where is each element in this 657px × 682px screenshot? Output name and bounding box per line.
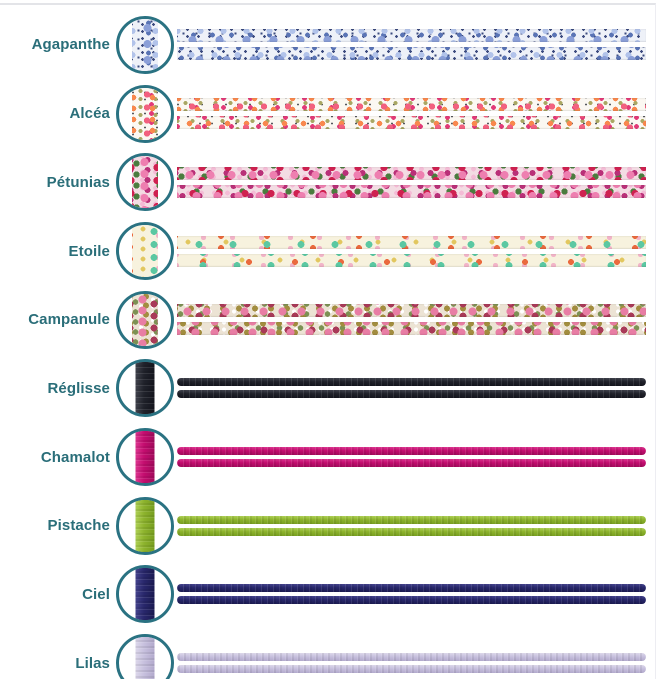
option-label: Campanule (28, 311, 110, 329)
swatch-circle[interactable] (116, 634, 174, 679)
swatch-band (132, 156, 158, 209)
strip-group (177, 447, 646, 468)
strip-bottom (177, 596, 646, 605)
swatch-circle[interactable] (116, 15, 174, 74)
strip-group (177, 304, 646, 336)
option-row-ciel[interactable]: Ciel (0, 560, 655, 629)
swatch-band (135, 499, 155, 552)
swatch-band (135, 362, 155, 415)
strip-bottom (177, 253, 646, 267)
strip-bottom (177, 390, 646, 399)
option-row-lilas[interactable]: Lilas (0, 629, 655, 679)
strip-bottom (177, 527, 646, 536)
option-label: Chamalot (40, 448, 110, 466)
swatch-circle[interactable] (116, 496, 174, 555)
swatch-list: Agapanthe Alcéa Pétunias Etoile (0, 5, 655, 679)
swatch-band (135, 431, 155, 484)
option-label: Etoile (68, 242, 110, 260)
option-label: Pétunias (46, 173, 110, 191)
swatch-band (132, 293, 158, 346)
option-label: Lilas (75, 654, 110, 672)
strip-group (177, 515, 646, 536)
option-row-pistache[interactable]: Pistache (0, 491, 655, 560)
swatch-circle[interactable] (116, 428, 174, 487)
option-row-chamalot[interactable]: Chamalot (0, 423, 655, 492)
option-row-campanule[interactable]: Campanule (0, 285, 655, 354)
strip-top (177, 584, 646, 593)
swatch-circle[interactable] (116, 84, 174, 143)
option-row-reglisse[interactable]: Réglisse (0, 354, 655, 423)
option-row-petunias[interactable]: Pétunias (0, 148, 655, 217)
swatch-circle[interactable] (116, 565, 174, 624)
swatch-circle[interactable] (116, 290, 174, 349)
swatch-circle[interactable] (116, 222, 174, 280)
option-row-etoile[interactable]: Etoile (0, 217, 655, 286)
strip-top (177, 515, 646, 524)
strip-bottom (177, 322, 646, 336)
swatch-band (132, 18, 158, 71)
strip-top (177, 166, 646, 180)
strip-top (177, 447, 646, 456)
swatch-band (132, 225, 158, 277)
swatch-band (135, 637, 155, 679)
strip-group (177, 653, 646, 674)
strip-bottom (177, 665, 646, 674)
strip-top (177, 378, 646, 387)
option-label: Alcéa (69, 105, 110, 123)
option-label: Réglisse (47, 379, 110, 397)
strip-group (177, 235, 646, 267)
swatch-circle[interactable] (116, 359, 174, 418)
strip-group (177, 584, 646, 605)
strip-group (177, 29, 646, 61)
option-label: Ciel (82, 585, 110, 603)
option-row-alcea[interactable]: Alcéa (0, 79, 655, 148)
strip-bottom (177, 459, 646, 468)
strip-bottom (177, 184, 646, 198)
strip-top (177, 235, 646, 249)
option-row-agapanthe[interactable]: Agapanthe (0, 11, 655, 80)
strip-bottom (177, 116, 646, 130)
strip-group (177, 166, 646, 198)
strip-top (177, 653, 646, 662)
strip-group (177, 98, 646, 130)
strip-bottom (177, 47, 646, 61)
swatch-circle[interactable] (116, 153, 174, 212)
strip-top (177, 98, 646, 112)
option-label: Pistache (47, 517, 110, 535)
swatch-panel: Agapanthe Alcéa Pétunias Etoile (0, 3, 656, 679)
swatch-band (135, 568, 155, 621)
swatch-band (132, 87, 158, 140)
strip-top (177, 304, 646, 318)
strip-group (177, 378, 646, 399)
strip-top (177, 29, 646, 43)
option-label: Agapanthe (31, 36, 110, 54)
